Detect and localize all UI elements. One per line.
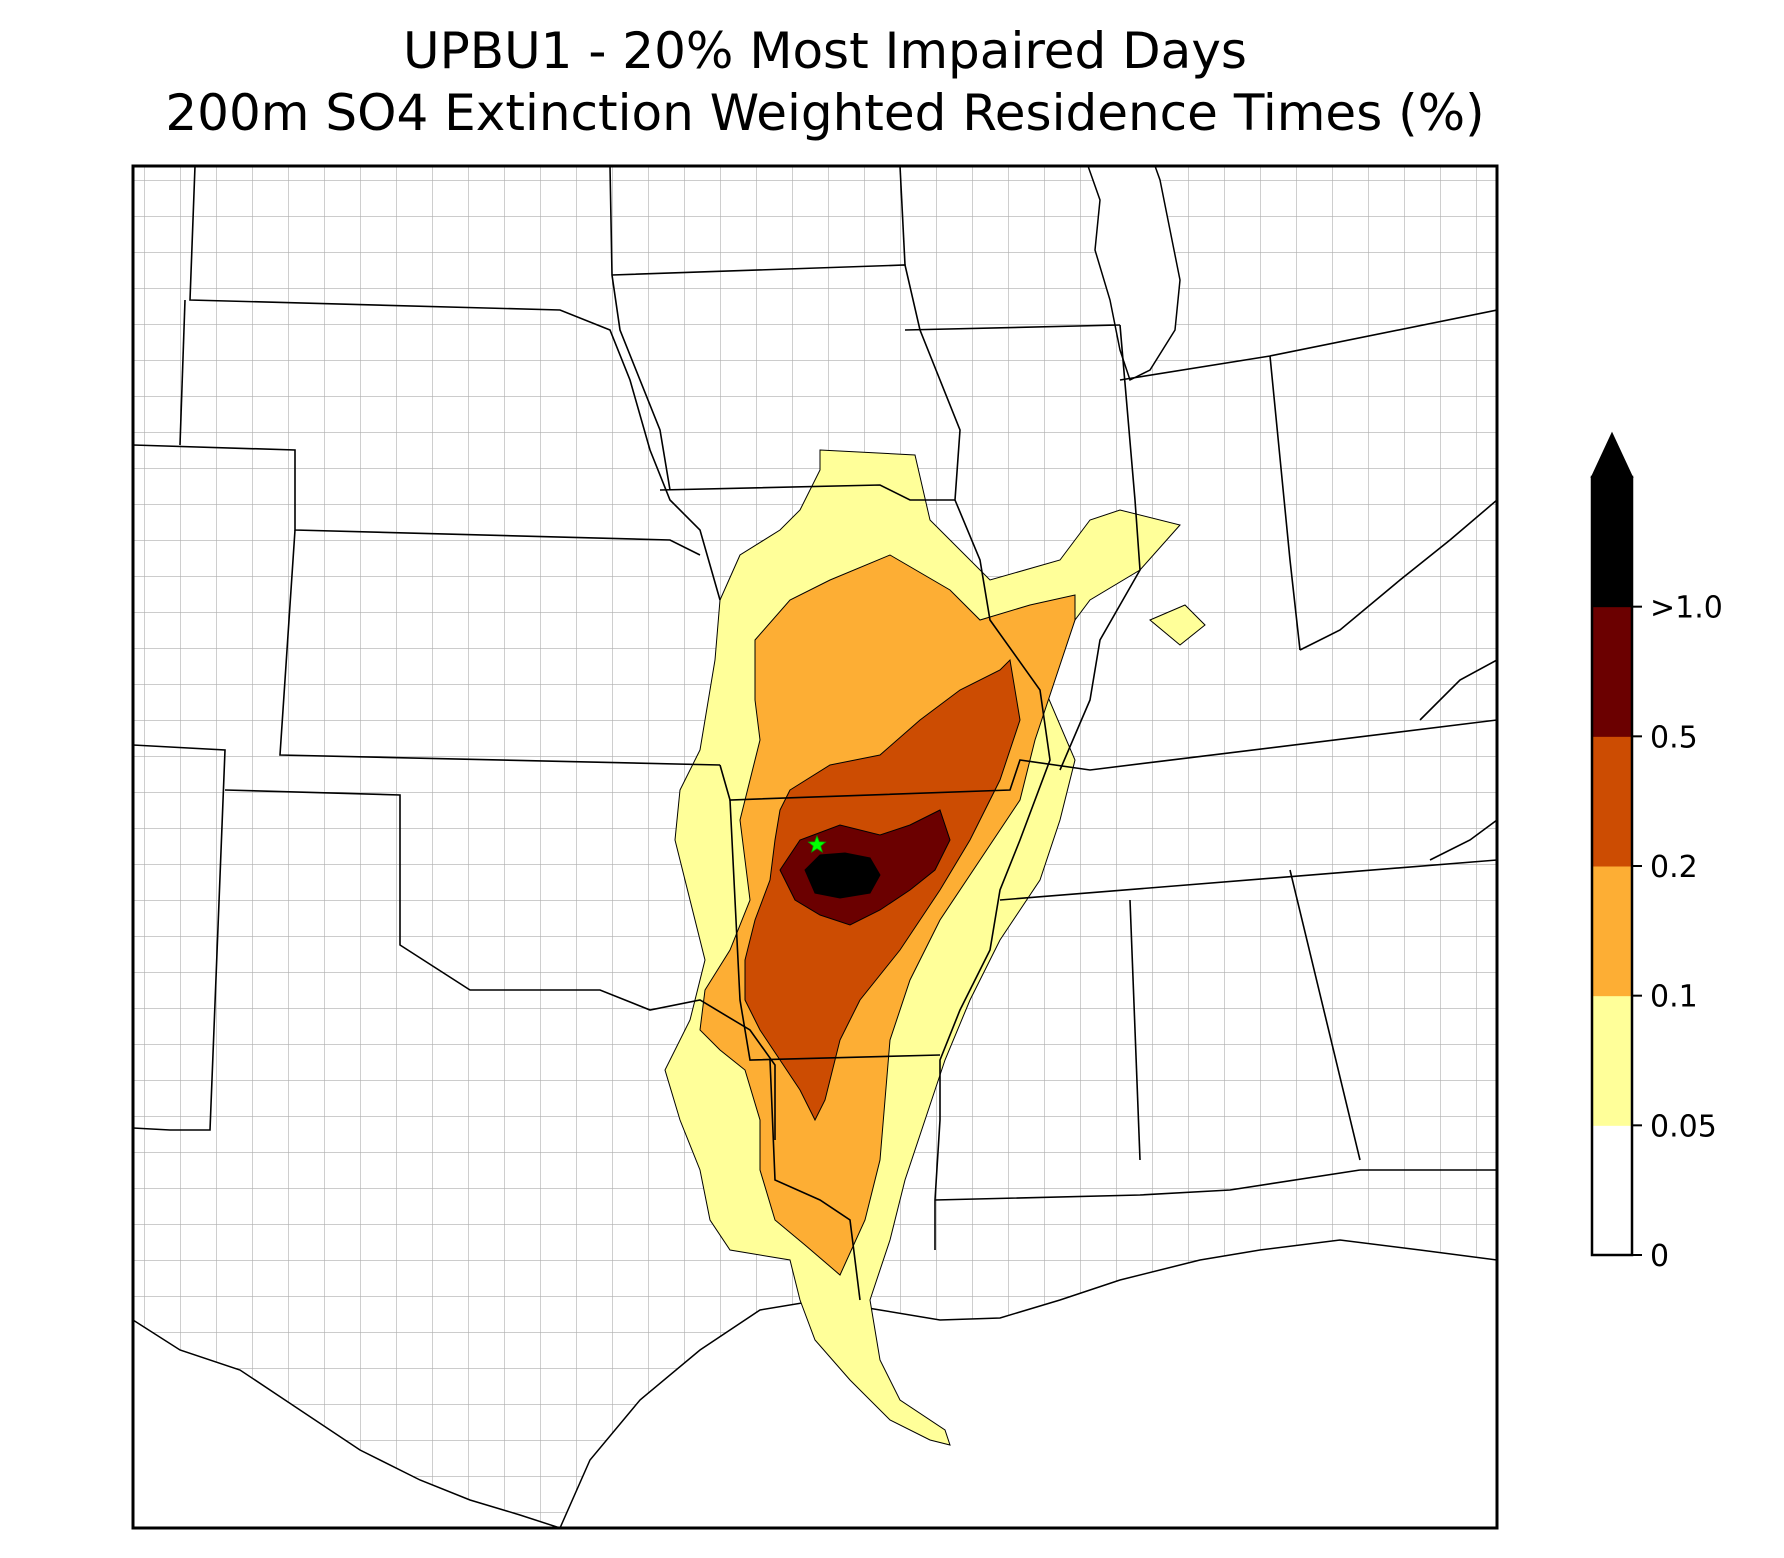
map-title: UPBU1 - 20% Most Impaired Days 200m SO4 … [0,20,1650,144]
title-line-1: UPBU1 - 20% Most Impaired Days [403,22,1247,80]
map-area [133,166,1497,1528]
colorbar-tick-label: 0.1 [1650,980,1698,1015]
colorbar-segment [1592,477,1632,608]
colorbar-segment [1592,606,1632,737]
colorbar-extend-arrow [1590,431,1634,478]
colorbar: 0 0.05 0.1 0.2 0.5 >1.0 [1590,431,1723,1274]
colorbar-tick-label: 0.5 [1650,720,1698,755]
colorbar-tick-label: 0.05 [1650,1109,1717,1144]
colorbar-tick-label: 0.2 [1650,850,1698,885]
map-frame [131,164,1499,1530]
colorbar-segments [1592,477,1632,1256]
colorbar-tick-label: 0 [1650,1239,1669,1274]
colorbar-segment [1592,736,1632,867]
colorbar-segment [1592,1125,1632,1256]
colorbar-ticks: 0 0.05 0.1 0.2 0.5 >1.0 [1632,591,1723,1274]
colorbar-tick-label: >1.0 [1650,591,1723,626]
colorbar-segment [1592,995,1632,1126]
state-boundaries [133,166,1497,1301]
colorbar-segment [1592,866,1632,997]
contour-0-05-kentucky [1149,604,1206,646]
contour-1-0 [804,852,881,899]
gulf-of-mexico [133,1239,1497,1528]
title-line-2: 200m SO4 Extinction Weighted Residence T… [165,84,1485,142]
site-marker-star-icon [807,834,827,853]
lake-michigan [1087,166,1181,382]
